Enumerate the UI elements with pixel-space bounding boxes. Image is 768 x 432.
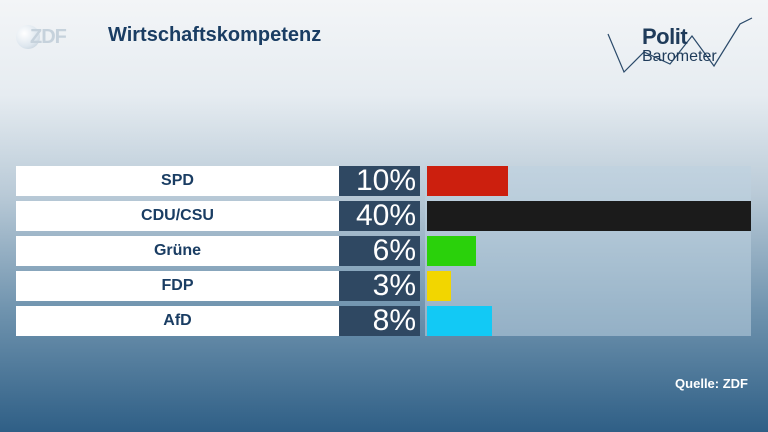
- bar-row: SPD 10%: [16, 166, 751, 196]
- value-label: 8%: [339, 306, 420, 336]
- bar-row: AfD 8%: [16, 306, 751, 336]
- politbarometer-line2: Barometer: [642, 48, 717, 65]
- bar-row: FDP 3%: [16, 271, 751, 301]
- bar: [427, 236, 476, 266]
- bar: [427, 271, 451, 301]
- bar: [427, 201, 751, 231]
- bar-row: CDU/CSU 40%: [16, 201, 751, 231]
- category-label: SPD: [16, 166, 339, 196]
- zdf-logo-text: ZDF: [30, 26, 67, 48]
- politbarometer-line1: Polit: [642, 24, 688, 49]
- bar-row: Grüne 6%: [16, 236, 751, 266]
- category-label: CDU/CSU: [16, 201, 339, 231]
- politbarometer-logo: Polit Barometer: [600, 14, 760, 78]
- zdf-logo-ball: [16, 25, 40, 49]
- category-label: AfD: [16, 306, 339, 336]
- value-label: 40%: [339, 201, 420, 231]
- value-label: 3%: [339, 271, 420, 301]
- value-label: 6%: [339, 236, 420, 266]
- bar: [427, 166, 508, 196]
- politbarometer-line-icon: [607, 17, 753, 74]
- zdf-logo: ZDF: [16, 24, 80, 50]
- category-label: FDP: [16, 271, 339, 301]
- value-label: 10%: [339, 166, 420, 196]
- bar: [427, 306, 492, 336]
- chart-title: Wirtschaftskompetenz: [108, 24, 322, 46]
- category-label: Grüne: [16, 236, 339, 266]
- source-note: Quelle: ZDF: [675, 376, 748, 391]
- bar-chart: SPD 10% CDU/CSU 40% Grüne 6% FDP 3% AfD 8%: [16, 166, 751, 336]
